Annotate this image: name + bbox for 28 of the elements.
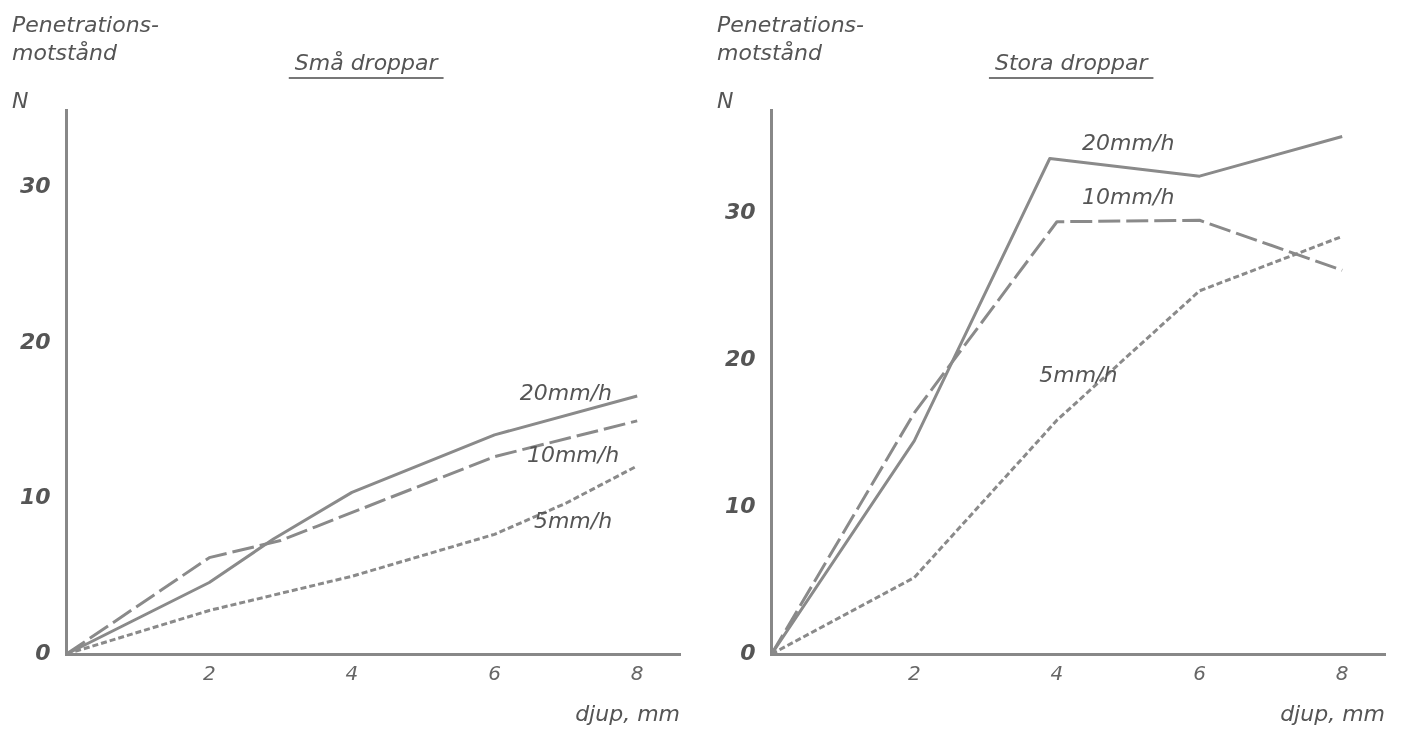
series-label: 10mm/h [1082, 183, 1175, 209]
series-label: 5mm/h [533, 508, 613, 534]
x-tick-label: 4 [345, 661, 359, 686]
y-tick-label: 30 [19, 173, 51, 199]
series-label: 10mm/h [526, 441, 620, 467]
y-axis-title: Penetrations- motstånd N [717, 12, 865, 113]
y-tick-label: 20 [19, 328, 51, 354]
x-tick-label: 2 [202, 661, 216, 686]
x-axis-title: djup, mm [575, 700, 680, 726]
y-tick-label: 20 [724, 345, 756, 371]
y-tick-label: 0 [35, 639, 51, 665]
x-axis-title: djup, mm [1280, 700, 1385, 726]
y-tick-label: 0 [740, 639, 756, 665]
x-tick-label: 6 [488, 661, 501, 686]
x-tick-label: 2 [907, 661, 921, 686]
x-tick-label: 6 [1193, 661, 1206, 686]
y-axis-title: Penetrations- motstånd N [12, 12, 160, 113]
series-label: 5mm/h [1039, 361, 1118, 387]
chart-title: Små droppar [294, 50, 440, 75]
y-tick-label: 30 [724, 198, 756, 224]
x-tick-label: 8 [1335, 661, 1349, 686]
y-tick-label: 10 [724, 492, 756, 518]
x-tick-label: 8 [630, 661, 644, 686]
x-tick-label: 4 [1050, 661, 1064, 686]
chart-title: Stora droppar [994, 50, 1150, 75]
y-tick-label: 10 [19, 484, 51, 510]
series-label: 20mm/h [1082, 130, 1175, 156]
series-label: 20mm/h [519, 380, 612, 406]
